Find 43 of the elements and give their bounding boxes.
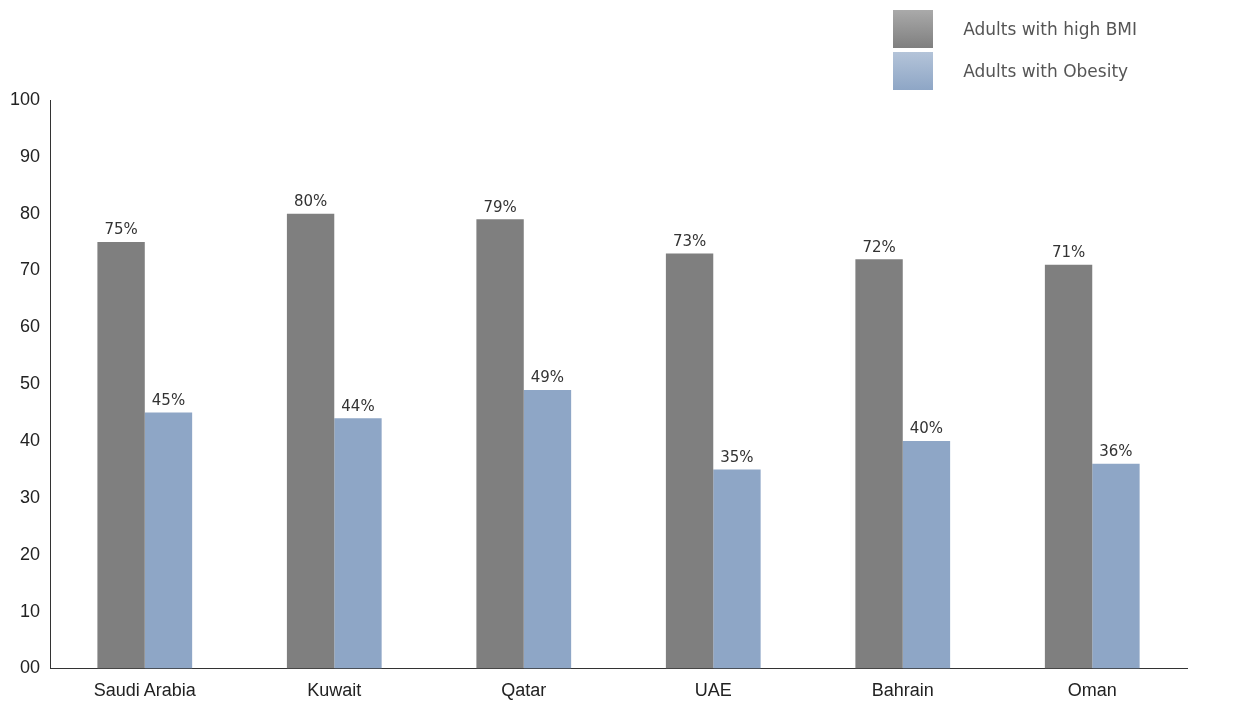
data-label: 80% [293, 192, 328, 211]
bar [523, 389, 572, 669]
bar [665, 253, 714, 669]
bar [476, 219, 524, 669]
bar [286, 213, 335, 669]
y-tick-label: 40 [20, 430, 41, 451]
y-tick-label: 00 [20, 657, 41, 678]
x-tick-label: Qatar [501, 680, 547, 701]
y-tick-label: 50 [20, 373, 41, 394]
data-label: 44% [341, 396, 375, 415]
y-tick-label: 100 [9, 88, 41, 109]
bar [144, 412, 193, 669]
legend-label: Adults with Obesity [963, 61, 1129, 81]
data-label: 45% [151, 391, 186, 410]
bar [1092, 463, 1140, 669]
y-tick-label: 20 [20, 543, 41, 564]
x-tick-label: Bahrain [871, 680, 934, 701]
data-label: 49% [530, 368, 565, 387]
data-label: 75% [104, 220, 138, 239]
y-tick-label: 90 [20, 145, 41, 166]
y-tick-label: 80 [20, 202, 41, 223]
x-tick-label: UAE [694, 680, 732, 701]
bar [97, 242, 145, 669]
data-label: 73% [672, 231, 707, 250]
y-tick-label: 60 [20, 316, 41, 337]
bar [334, 418, 382, 669]
data-label: 71% [1051, 243, 1086, 262]
y-tick-label: 30 [20, 486, 41, 507]
bar [1044, 264, 1093, 669]
x-tick-label: Saudi Arabia [93, 680, 197, 701]
y-tick-label: 70 [20, 259, 41, 280]
legend-label: Adults with high BMI [963, 19, 1137, 39]
data-label: 36% [1099, 442, 1133, 461]
bar [902, 441, 951, 669]
data-label: 35% [720, 447, 754, 466]
data-label: 72% [862, 237, 896, 256]
data-label: 40% [909, 419, 944, 438]
x-tick-label: Kuwait [307, 680, 362, 701]
x-tick-label: Oman [1067, 680, 1117, 701]
bar [855, 259, 903, 669]
y-tick-label: 10 [20, 600, 41, 621]
bar [713, 469, 761, 669]
data-label: 79% [483, 197, 517, 216]
